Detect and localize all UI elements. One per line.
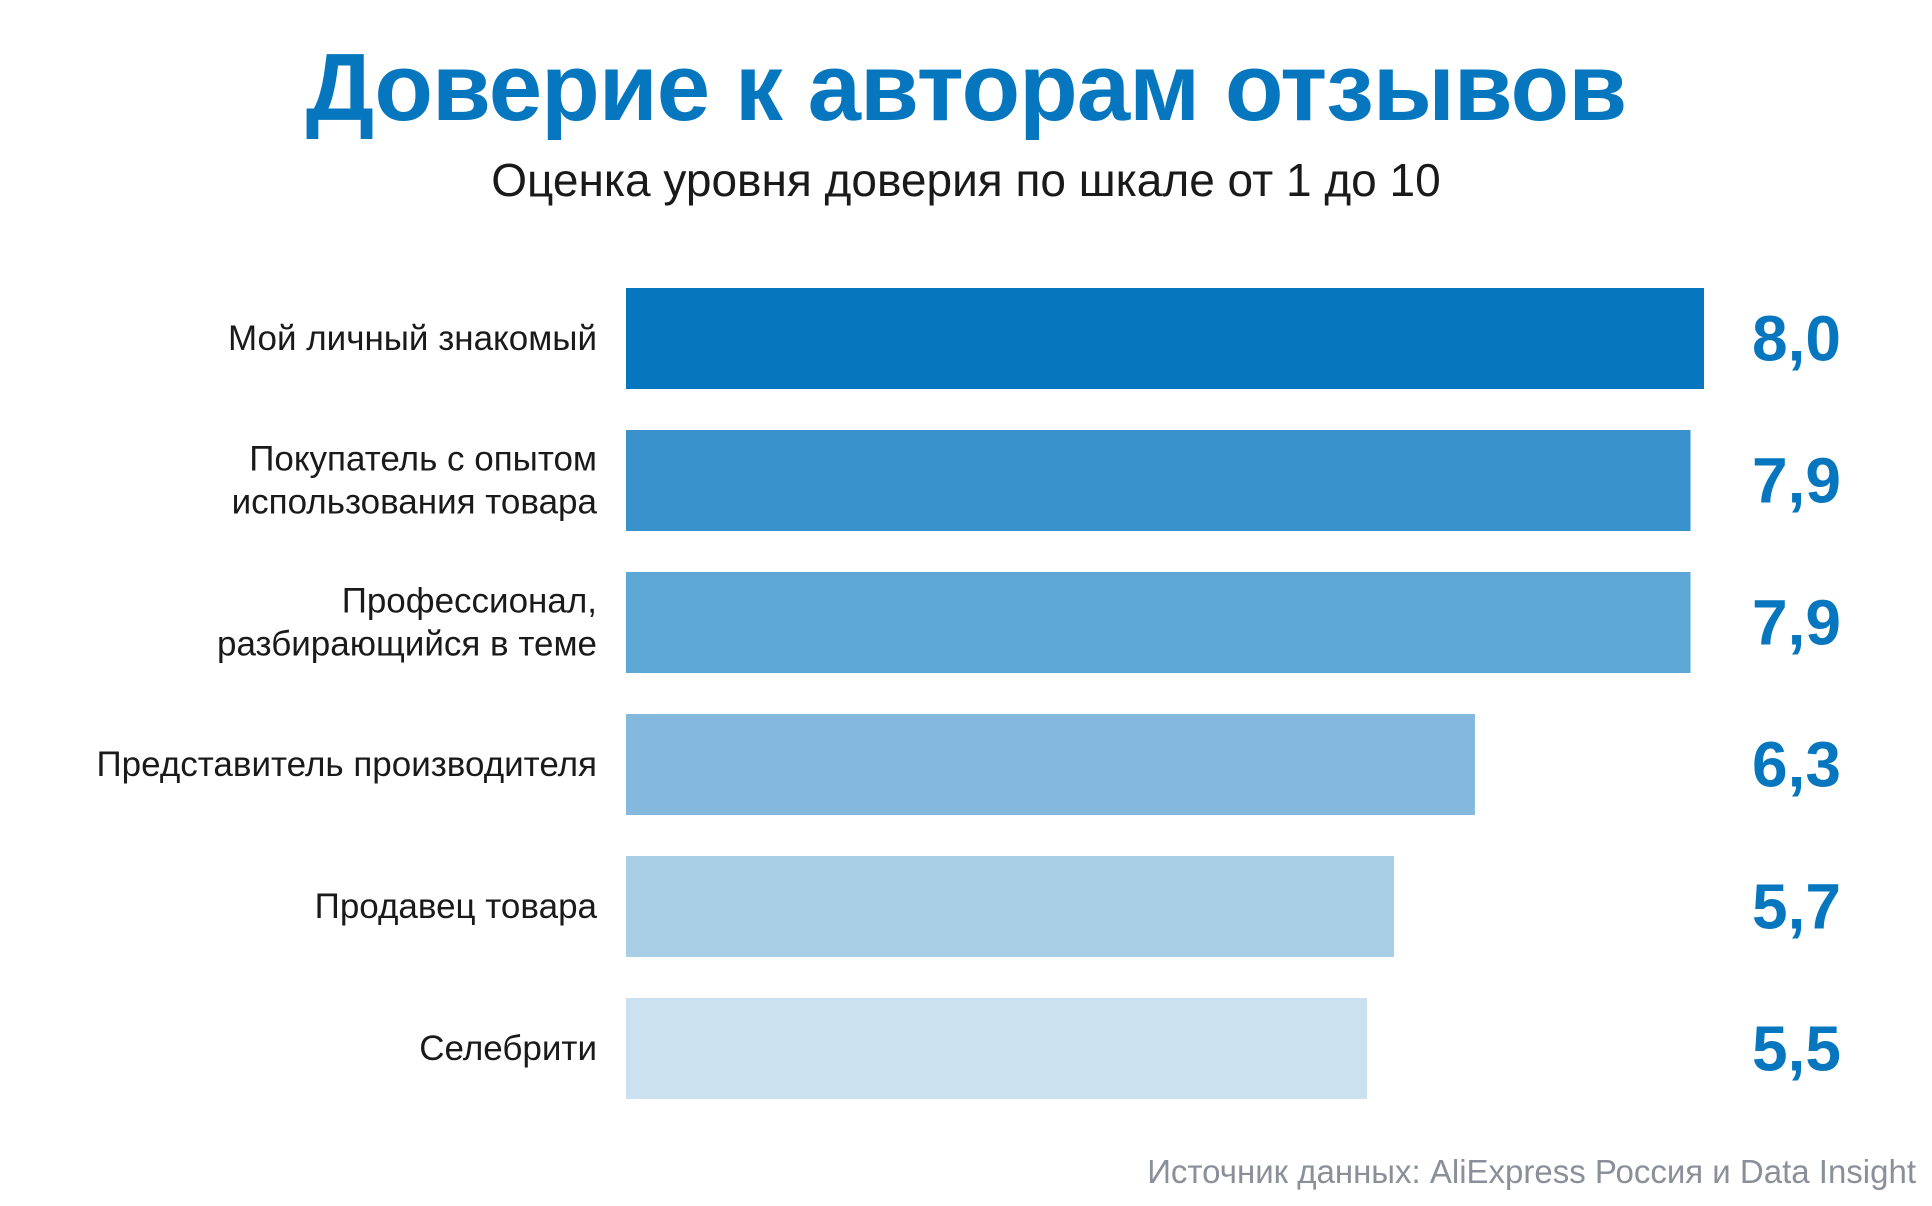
category-label: Покупатель с опытом [249,440,597,479]
category-label: Профессионал, [342,582,597,621]
value-label: 5,7 [1752,871,1841,943]
bar [626,856,1395,957]
source-note: Источник данных: AliExpress Россия и Dat… [1147,1153,1916,1190]
value-label: 6,3 [1752,729,1841,801]
bar [626,714,1475,815]
bar [626,998,1368,1099]
category-label: Продавец товара [315,887,598,926]
chart-title: Доверие к авторам отзывов [305,34,1627,141]
bar [626,430,1691,531]
bar [626,572,1691,673]
chart-subtitle: Оценка уровня доверия по шкале от 1 до 1… [491,154,1441,206]
value-label: 8,0 [1752,303,1841,375]
value-label: 7,9 [1752,587,1841,659]
category-label: разбирающийся в теме [217,625,597,664]
category-label: Селебрити [419,1029,597,1068]
category-label: Мой личный знакомый [228,319,597,358]
value-label: 7,9 [1752,445,1841,517]
value-label: 5,5 [1752,1013,1841,1085]
category-label: использования товара [232,483,598,522]
bar [626,288,1704,389]
category-label: Представитель производителя [97,745,597,784]
